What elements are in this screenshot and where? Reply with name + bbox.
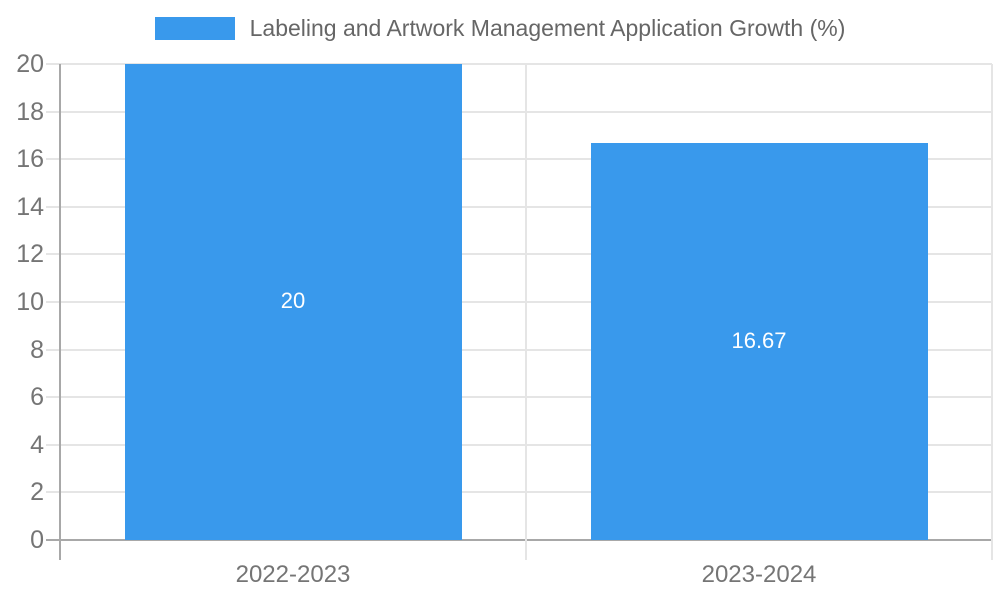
y-tick-label: 20 — [16, 50, 44, 78]
x-tick-label: 2022-2023 — [235, 561, 351, 588]
y-tick-label: 10 — [16, 288, 44, 316]
y-tick-label: 14 — [16, 192, 44, 221]
legend-swatch — [154, 17, 235, 40]
y-tick-label: 12 — [16, 240, 44, 269]
y-tick-label: 6 — [30, 383, 44, 412]
category-divider-gridline — [525, 64, 527, 560]
bar-2023-2024[interactable] — [591, 143, 928, 540]
y-axis-line — [59, 64, 61, 560]
plot-right-border — [991, 64, 993, 560]
y-gridline — [46, 443, 992, 446]
bar-2022-2023[interactable] — [125, 64, 462, 540]
y-gridline — [46, 253, 992, 256]
y-gridline — [46, 110, 992, 113]
y-tick-label: 8 — [30, 335, 44, 364]
y-gridline — [46, 396, 992, 399]
chart-legend-item[interactable]: Labeling and Artwork Management Applicat… — [0, 15, 1000, 42]
y-tick-label: 18 — [16, 97, 44, 126]
y-gridline — [46, 491, 992, 494]
y-gridline — [46, 348, 992, 351]
y-tick-label: 0 — [30, 526, 44, 554]
y-tick-label: 2 — [30, 478, 44, 507]
y-tick-label: 4 — [30, 430, 44, 459]
y-tick-label: 16 — [16, 145, 44, 174]
x-tick-label: 2023-2024 — [701, 561, 817, 588]
y-gridline — [46, 205, 992, 208]
y-gridline — [46, 63, 992, 65]
legend-label: Labeling and Artwork Management Applicat… — [249, 15, 846, 41]
x-axis-baseline — [46, 539, 992, 541]
y-gridline — [46, 158, 992, 161]
y-gridline — [46, 301, 992, 303]
